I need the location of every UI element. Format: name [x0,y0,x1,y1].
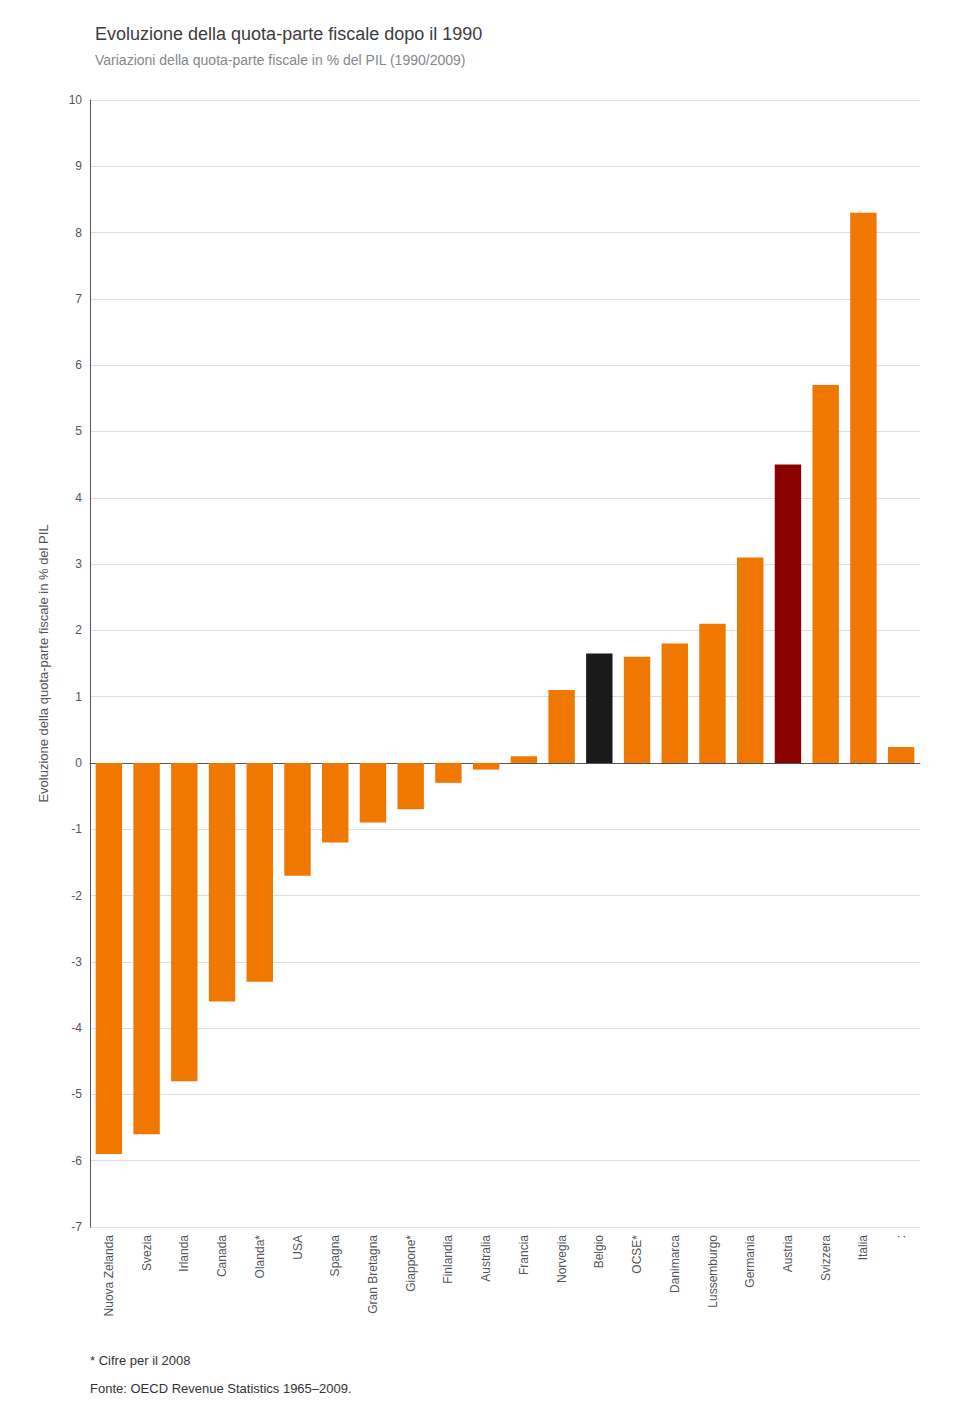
svg-text:Belgio: Belgio [592,1235,606,1269]
svg-text:-2: -2 [71,889,82,903]
svg-text:2: 2 [75,623,82,637]
svg-text:Evoluzione della quota-parte f: Evoluzione della quota-parte fiscale in … [36,524,51,802]
svg-text:Finlandia: Finlandia [441,1235,455,1284]
svg-text:Olanda*: Olanda* [253,1235,267,1279]
svg-text:-6: -6 [71,1154,82,1168]
svg-text:Giappone*: Giappone* [404,1235,418,1292]
svg-text:4: 4 [75,491,82,505]
svg-text::: : [894,1235,908,1238]
svg-text:Fonte: OECD Revenue Statistics: Fonte: OECD Revenue Statistics 1965–2009… [90,1381,352,1396]
svg-text:Lussemburgo: Lussemburgo [706,1235,720,1308]
svg-text:* Cifre per il 2008: * Cifre per il 2008 [90,1353,190,1368]
svg-text:Evoluzione della quota-parte f: Evoluzione della quota-parte fiscale dop… [95,24,482,44]
svg-text:-5: -5 [71,1087,82,1101]
svg-text:5: 5 [75,424,82,438]
svg-text:-3: -3 [71,955,82,969]
svg-text:Australia: Australia [479,1235,493,1282]
svg-text:Svezia: Svezia [140,1235,154,1271]
svg-text:0: 0 [75,756,82,770]
svg-text:Germania: Germania [743,1235,757,1288]
svg-text:Francia: Francia [517,1235,531,1275]
svg-text:USA: USA [291,1235,305,1260]
svg-text:Gran Bretagna: Gran Bretagna [366,1235,380,1314]
svg-text:-7: -7 [71,1220,82,1234]
svg-text:6: 6 [75,358,82,372]
svg-text:Spagna: Spagna [328,1235,342,1277]
svg-text:Norvegia: Norvegia [555,1235,569,1283]
svg-text:-1: -1 [71,822,82,836]
svg-text:Italia: Italia [856,1235,870,1261]
svg-text:Canada: Canada [215,1235,229,1277]
svg-text:7: 7 [75,292,82,306]
svg-text:3: 3 [75,557,82,571]
svg-text:9: 9 [75,159,82,173]
svg-text:10: 10 [69,93,83,107]
svg-text:Austria: Austria [781,1235,795,1273]
svg-text:Irlanda: Irlanda [177,1235,191,1272]
svg-text:Svizzera: Svizzera [819,1235,833,1281]
svg-text:-4: -4 [71,1021,82,1035]
svg-text:8: 8 [75,226,82,240]
svg-text:1: 1 [75,690,82,704]
svg-text:Variazioni della quota-parte f: Variazioni della quota-parte fiscale in … [95,52,465,68]
svg-text:Danimarca: Danimarca [668,1235,682,1293]
svg-text:Nuova Zelanda: Nuova Zelanda [102,1235,116,1317]
svg-text:OCSE*: OCSE* [630,1235,644,1274]
